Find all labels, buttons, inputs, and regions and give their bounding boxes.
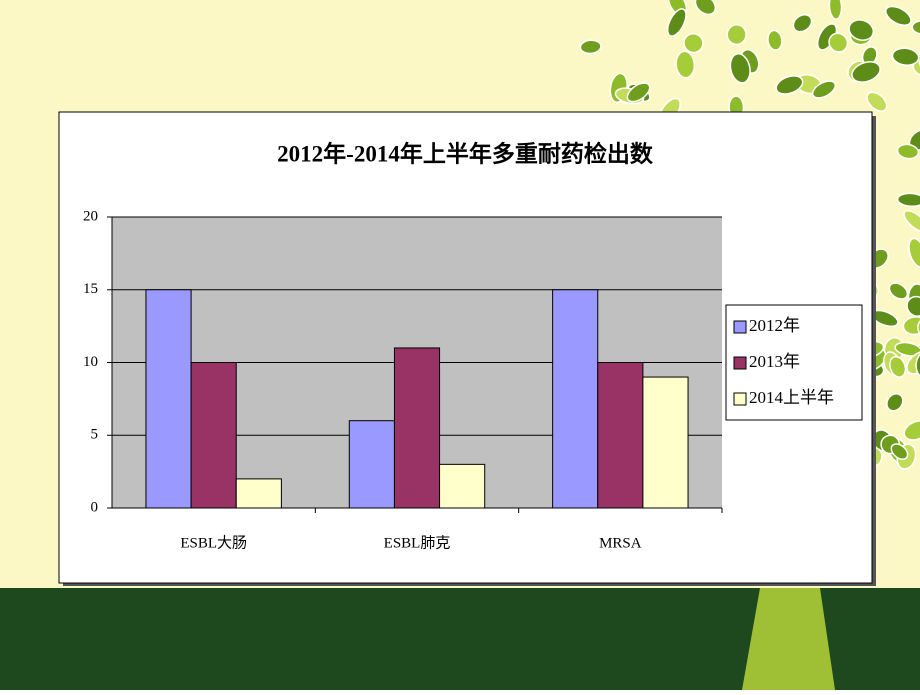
leaf	[694, 0, 717, 16]
bar	[190, 362, 237, 509]
leaf	[726, 24, 747, 46]
x-tick-label: MRSA	[599, 535, 642, 551]
bar	[393, 347, 441, 509]
bar	[552, 289, 599, 509]
bar	[348, 420, 395, 509]
leaf	[851, 61, 881, 83]
leaf	[888, 282, 909, 300]
leaf	[579, 39, 602, 55]
bar	[235, 478, 282, 509]
legend-swatch	[733, 392, 747, 406]
y-tick-label: 10	[83, 354, 98, 370]
leaf	[906, 295, 920, 317]
leaf	[683, 32, 704, 54]
y-tick-label: 5	[91, 427, 99, 443]
leaf	[884, 5, 912, 26]
leaf	[828, 0, 843, 20]
legend-label: 2012年	[749, 316, 800, 335]
y-tick-label: 0	[91, 499, 99, 515]
legend-swatch	[733, 356, 747, 370]
bar	[439, 463, 486, 509]
leaf	[894, 341, 920, 357]
leaf	[848, 19, 875, 41]
x-tick-label: ESBL大肠	[180, 534, 247, 551]
chart-title: 2012年-2014年上半年多重耐药检出数	[277, 140, 654, 166]
leaf	[775, 75, 804, 95]
leaf	[902, 316, 920, 336]
leaf	[889, 355, 907, 378]
leaf	[675, 50, 696, 79]
leaf	[729, 53, 751, 84]
leaf	[767, 29, 783, 51]
leaf	[811, 80, 837, 99]
leaf	[911, 20, 920, 35]
leaf	[792, 14, 813, 33]
leaf	[828, 32, 849, 53]
bar	[145, 289, 192, 509]
y-tick-label: 15	[83, 281, 98, 297]
leaf	[866, 91, 888, 112]
leaf	[918, 42, 920, 72]
bar	[597, 362, 644, 509]
leaf	[896, 143, 920, 160]
legend-swatch	[733, 320, 747, 334]
tree-trunk	[742, 588, 835, 690]
leaf	[903, 420, 920, 441]
leaf	[890, 443, 909, 460]
legend-label: 2014上半年	[749, 388, 834, 407]
leaf	[917, 317, 920, 339]
leaf	[908, 237, 920, 268]
leaf	[666, 8, 687, 37]
bar	[642, 376, 689, 509]
legend-box	[725, 304, 863, 421]
leaf	[886, 392, 904, 412]
legend-label: 2013年	[749, 352, 800, 371]
x-tick-label: ESBL肺克	[384, 534, 451, 551]
leaf	[896, 192, 920, 208]
leaf	[626, 82, 651, 103]
y-tick-label: 20	[83, 208, 98, 224]
